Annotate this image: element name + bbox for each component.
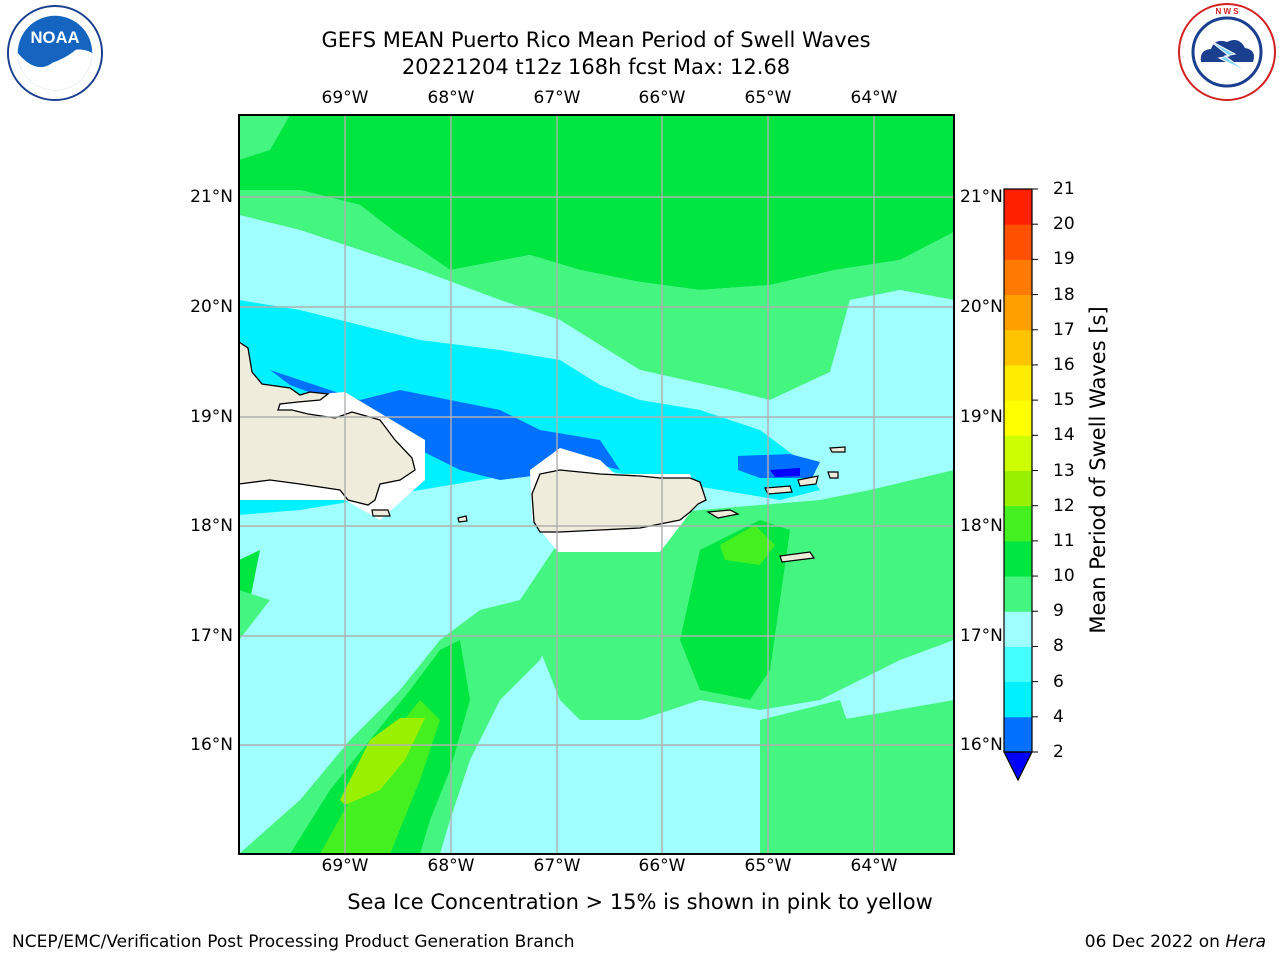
lon-label-bottom: 65°W — [744, 856, 792, 876]
lat-label-right: 19°N — [960, 407, 1003, 427]
lon-label-top: 69°W — [321, 88, 369, 108]
colorbar-tick-label: 6 — [1053, 671, 1064, 692]
colorbar-tick-label: 19 — [1053, 249, 1075, 270]
lat-label-left: 16°N — [190, 735, 233, 755]
lon-label-bottom: 67°W — [533, 856, 581, 876]
colorbar-swatch — [1004, 294, 1032, 331]
colorbar-tick-label: 20 — [1053, 214, 1075, 235]
colorbar-tick-label: 2 — [1053, 742, 1064, 762]
colorbar-swatch — [1004, 681, 1032, 718]
colorbar — [1003, 188, 1038, 782]
colorbar-swatch — [1004, 646, 1032, 683]
colorbar-swatch — [1004, 400, 1032, 436]
colorbar-tick-label: 17 — [1053, 319, 1075, 340]
lat-label-left: 17°N — [190, 626, 233, 646]
colorbar-tick-label: 11 — [1053, 530, 1075, 551]
colorbar-swatch — [1004, 329, 1032, 366]
lon-label-bottom: 64°W — [850, 856, 898, 876]
noaa-logo: NOAA — [6, 4, 104, 102]
colorbar-tick-label: 15 — [1053, 390, 1075, 411]
lat-label-right: 18°N — [960, 516, 1003, 536]
lat-label-right: 17°N — [960, 626, 1003, 646]
lon-label-top: 65°W — [744, 88, 792, 108]
lon-label-bottom: 66°W — [638, 856, 686, 876]
colorbar-swatch — [1004, 505, 1032, 542]
colorbar-swatch — [1004, 470, 1032, 507]
colorbar-label: Mean Period of Swell Waves [s] — [1086, 306, 1110, 634]
colorbar-swatch — [1004, 259, 1032, 296]
map-title-line1: GEFS MEAN Puerto Rico Mean Period of Swe… — [321, 28, 871, 52]
colorbar-swatch — [1004, 540, 1032, 577]
colorbar-tick-label: 8 — [1053, 636, 1064, 657]
colorbar-swatch — [1004, 435, 1032, 471]
map-gridlines — [239, 115, 954, 854]
colorbar-swatch — [1004, 189, 1032, 225]
colorbar-tick-label: 21 — [1053, 179, 1075, 199]
lon-label-top: 67°W — [533, 88, 581, 108]
lat-label-left: 20°N — [190, 297, 233, 317]
colorbar-swatch — [1004, 576, 1032, 612]
lon-label-top: 66°W — [638, 88, 686, 108]
lat-label-left: 19°N — [190, 407, 233, 427]
lon-label-top: 68°W — [427, 88, 475, 108]
lat-label-left: 21°N — [190, 187, 233, 207]
colorbar-tick-label: 16 — [1053, 354, 1075, 375]
footer-date: 06 Dec 2022 on Hera — [1085, 932, 1266, 952]
colorbar-swatch — [1004, 716, 1032, 753]
lat-label-right: 20°N — [960, 297, 1003, 317]
colorbar-tick-label: 14 — [1053, 425, 1075, 446]
lat-label-left: 18°N — [190, 516, 233, 536]
colorbar-swatch — [1004, 224, 1032, 260]
colorbar-swatch — [1004, 611, 1032, 647]
colorbar-tick-label: 12 — [1053, 495, 1075, 516]
colorbar-tick-label: 10 — [1053, 566, 1075, 587]
colorbar-tick-label: 9 — [1053, 601, 1064, 622]
nws-logo: N W S — [1178, 3, 1276, 101]
footer-host: Hera — [1225, 932, 1266, 952]
lat-label-right: 16°N — [960, 735, 1003, 755]
map-title-line2: 20221204 t12z 168h fcst Max: 12.68 — [401, 55, 791, 79]
svg-text:N W S: N W S — [1215, 7, 1239, 16]
swell-period-field — [239, 115, 954, 854]
colorbar-swatch — [1004, 364, 1032, 401]
noaa-logo-text: NOAA — [30, 28, 79, 47]
lon-label-top: 64°W — [850, 88, 898, 108]
colorbar-tick-label: 4 — [1053, 706, 1064, 727]
lat-label-right: 21°N — [960, 187, 1003, 207]
colorbar-underflow-arrow — [1003, 751, 1033, 782]
colorbar-tick-label: 13 — [1053, 460, 1075, 481]
footer-date-text: 06 Dec 2022 on — [1084, 932, 1220, 952]
colorbar-tick-label: 18 — [1053, 284, 1075, 305]
lon-label-bottom: 68°W — [427, 856, 475, 876]
sea-ice-caption: Sea Ice Concentration > 15% is shown in … — [347, 890, 933, 914]
map-frame — [238, 114, 955, 855]
footer-credit: NCEP/EMC/Verification Post Processing Pr… — [12, 932, 575, 952]
lon-label-bottom: 69°W — [321, 856, 369, 876]
